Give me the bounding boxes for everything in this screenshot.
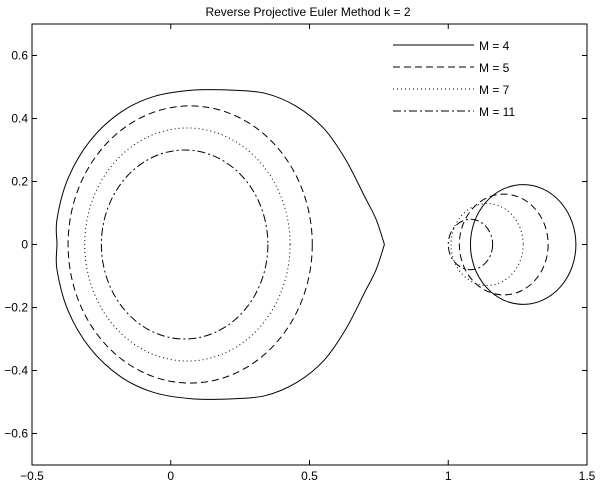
legend-label: M = 4 [479,39,510,53]
y-tick-label: −0.2 [4,301,28,315]
series-m-5-right-curve [458,193,549,296]
legend-label: M = 7 [479,83,510,97]
y-tick-label: 0.2 [11,175,28,189]
y-tick-label: 0.6 [11,49,28,63]
x-tick-label: 1 [445,469,452,483]
series-m-11-right-curve [447,218,494,271]
series-m-5-left-curve [67,105,313,384]
series-m-11-left-curve [100,149,269,340]
y-tick-label: 0 [21,238,28,252]
series-m-7-left-curve [84,127,291,362]
x-tick-label: 0 [167,469,174,483]
plot-area: −0.5 0 0.5 1 1.5 −0.6 −0.4 −0.2 0 0.2 0.4 0.6 M = 4 M… [4,23,596,483]
legend-label: M = 11 [479,105,515,119]
x-tick-label: −0.5 [20,469,44,483]
chart-title: Reverse Projective Euler Method k = 2 [205,5,410,19]
y-tick-label: −0.6 [4,427,28,441]
series-m-4-right-curve [469,184,577,305]
y-tick-label: 0.4 [11,112,28,126]
series-m-7-right-curve [450,203,524,286]
y-tick-label: −0.4 [4,364,28,378]
x-tick-label: 0.5 [301,469,318,483]
legend-label: M = 5 [479,61,510,75]
x-tick-label: 1.5 [579,469,596,483]
series-m-4-left-curve [55,89,385,400]
